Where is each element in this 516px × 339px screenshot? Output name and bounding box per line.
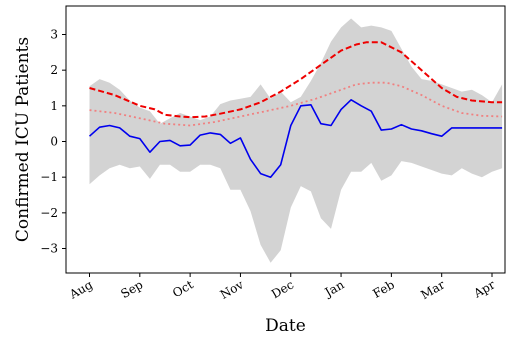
y-tick-label: 2 [50, 63, 58, 77]
y-tick-label: −3 [40, 242, 58, 256]
x-tick-label: Apr [471, 277, 498, 301]
y-tick-label: −1 [40, 170, 58, 184]
plot-frame [65, 5, 506, 274]
x-tick-label: Dec [269, 277, 297, 301]
y-tick-label: 3 [50, 28, 58, 42]
x-tick-label: Feb [370, 277, 397, 301]
x-tick-label: Mar [418, 277, 447, 302]
confidence-band [89, 18, 503, 263]
y-tick-label: −2 [40, 206, 58, 220]
x-tick-label: Oct [170, 277, 196, 300]
dotted-series-line [89, 81, 503, 127]
x-tick-label: Nov [218, 277, 246, 301]
x-tick-label: Sep [118, 277, 145, 301]
solid-series-line [88, 99, 503, 178]
dashed-series-line [89, 41, 503, 119]
y-axis-title: Confirmed ICU Patients [13, 37, 33, 242]
y-tick-label: 1 [50, 99, 58, 113]
x-tick-label: Aug [66, 277, 95, 302]
y-tick-label: 0 [50, 135, 58, 149]
x-tick-label: Jan [321, 277, 347, 300]
series-layer [88, 18, 503, 263]
x-axis-title: Date [265, 316, 306, 336]
